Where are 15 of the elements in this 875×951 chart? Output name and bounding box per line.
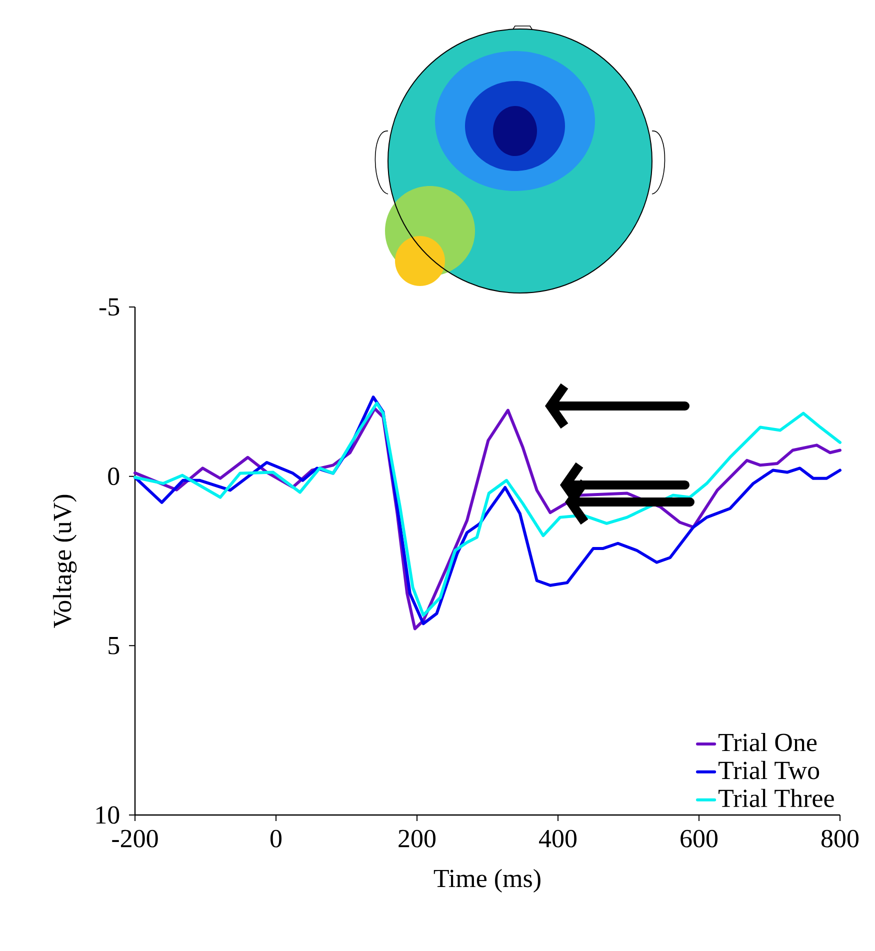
legend-label: Trial One [718,732,817,752]
y-tick-label: -5 [99,298,120,316]
y-tick-label: 0 [108,468,120,486]
y-tick-label: 5 [108,637,120,654]
y-tick-label: 10 [96,806,120,824]
x-tick-label: 0 [270,830,282,848]
legend-label: Trial Three [718,788,834,808]
x-tick-label: -200 [112,830,158,848]
legend-label: Trial Two [718,760,820,780]
x-tick-label: 200 [398,830,436,848]
x-axis-title: Time (ms) [434,868,540,893]
x-tick-label: 400 [539,830,577,848]
x-tick-label: 800 [821,830,859,848]
y-axis-title: Voltage (uV) [52,494,77,628]
x-tick-label: 600 [680,830,718,848]
